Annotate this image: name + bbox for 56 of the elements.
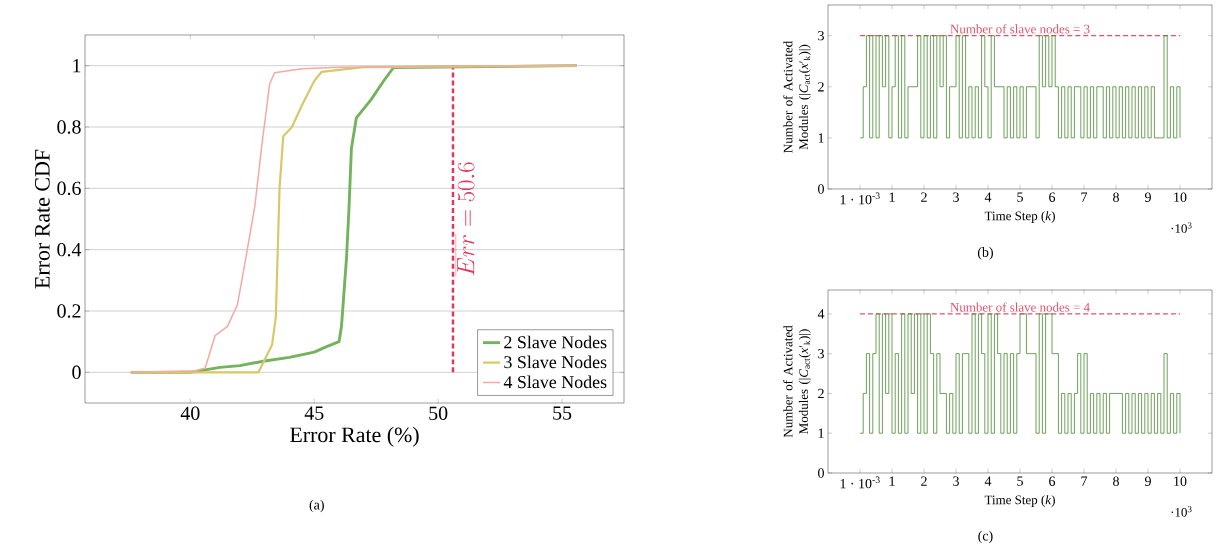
y-tick-label: 1 <box>818 428 824 438</box>
y-tick-label: 0.6 <box>57 181 81 196</box>
x-tick-label: 1 <box>889 476 895 486</box>
x-tick-label: 7 <box>1081 476 1088 486</box>
text: (a) <box>309 499 324 513</box>
legend-label: 4 Slave Nodes <box>503 375 607 389</box>
y-tick-label: 0.4 <box>57 242 82 257</box>
x-tick-label: 5 <box>1017 476 1023 486</box>
x-tick-label: 8 <box>1113 192 1119 202</box>
y-tick-label: 2 <box>818 388 824 399</box>
text: (b) <box>977 247 993 260</box>
text: ·10$^{3}$ <box>1171 222 1192 233</box>
y-tick-label: 0 <box>72 365 81 380</box>
ref-line-label: $\overline{Err} = 50.6$ <box>455 162 475 277</box>
x-tick-label: 6 <box>1049 476 1056 486</box>
ref-line-label: Number of slave nodes = 4 <box>950 302 1090 312</box>
x-tick-label: 6 <box>1049 192 1056 202</box>
x-tick-label: 55 <box>553 406 572 420</box>
text: (c) <box>978 530 993 544</box>
x-tick-label: 9 <box>1144 192 1151 202</box>
ref-line-label: Number of slave nodes = 3 <box>950 24 1090 34</box>
y-tick-label: 0.8 <box>57 120 81 134</box>
y-tick-label: 1 <box>73 59 81 73</box>
x-tick-label: 2 <box>921 192 927 202</box>
x-tick-label: 10 <box>1174 192 1187 202</box>
y-tick-label: 0 <box>818 184 824 194</box>
x-tick-label: 5 <box>1017 192 1023 202</box>
x-tick-label: 4 <box>984 476 992 486</box>
x-axis-title: Time Step (k) <box>984 211 1055 223</box>
x-tick-label: 50 <box>429 406 448 420</box>
x-tick-label: 2 <box>921 476 927 486</box>
y-tick-label: 3 <box>818 348 824 359</box>
legend-label: 3 Slave Nodes <box>504 355 607 369</box>
text: ·10$^{3}$ <box>1171 506 1192 517</box>
x-tick-label: 3 <box>953 192 959 202</box>
y-axis-title: Error Rate CDF <box>35 149 50 289</box>
x-tick-label: 1 · 10$^{-3}$ <box>840 192 880 205</box>
x-tick-label: 10 <box>1174 476 1187 486</box>
legend-label: 2 Slave Nodes <box>504 335 607 349</box>
x-tick-label: 8 <box>1113 476 1119 486</box>
x-axis-title: Error Rate (%) <box>290 426 419 447</box>
x-axis-title: Time Step (k) <box>984 495 1055 507</box>
x-tick-label: 9 <box>1144 476 1151 486</box>
y-tick-label: 3 <box>818 30 824 41</box>
y-tick-label: 0 <box>818 468 824 478</box>
y-tick-label: 1 <box>818 133 824 143</box>
y-tick-label: 2 <box>818 82 824 92</box>
y-tick-label: 4 <box>817 309 825 319</box>
y-tick-label: 0.2 <box>57 304 81 318</box>
x-tick-label: 3 <box>953 476 959 486</box>
x-tick-label: 7 <box>1081 192 1088 202</box>
x-tick-label: 1 <box>889 192 895 202</box>
x-tick-label: 4 <box>984 192 992 202</box>
x-tick-label: 45 <box>304 406 324 420</box>
x-tick-label: 40 <box>180 406 200 420</box>
x-tick-label: 1 · 10$^{-3}$ <box>840 476 880 489</box>
